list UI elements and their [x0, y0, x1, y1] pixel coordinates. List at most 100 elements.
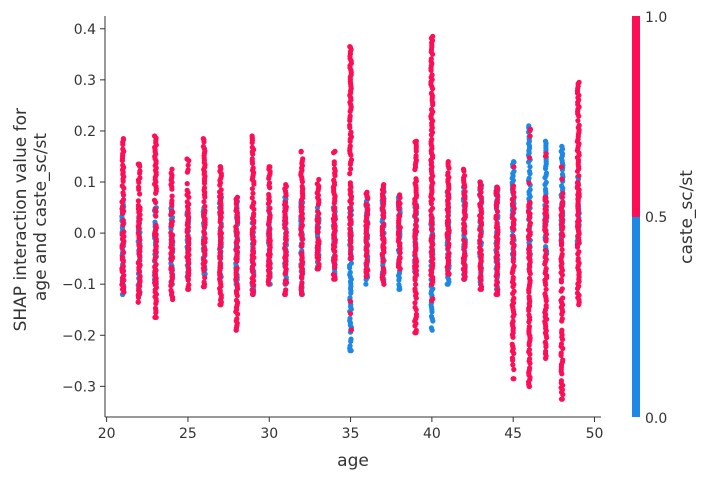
scatter-point: [494, 197, 500, 203]
scatter-point: [575, 205, 581, 211]
colorbar-tick-high: 1.0: [645, 10, 667, 26]
scatter-point: [217, 210, 223, 216]
scatter-point: [347, 44, 353, 50]
scatter-point: [217, 195, 223, 201]
scatter-point: [348, 221, 354, 227]
scatter-point: [119, 244, 125, 250]
scatter-point: [136, 283, 142, 289]
scatter-point: [120, 203, 126, 210]
scatter-point: [445, 261, 451, 267]
scatter-point: [576, 122, 582, 128]
scatter-point: [266, 281, 272, 287]
scatter-point: [153, 314, 159, 320]
scatter-point: [461, 237, 467, 243]
scatter-point: [185, 235, 191, 241]
scatter-point: [527, 199, 533, 206]
scatter-point: [347, 113, 353, 119]
scatter-point: [576, 249, 582, 255]
x-tick-label: 30: [260, 426, 278, 442]
scatter-point: [543, 179, 549, 185]
scatter-point: [314, 224, 320, 231]
scatter-point: [478, 272, 484, 279]
scatter-point: [168, 230, 174, 236]
scatter-point: [412, 286, 418, 292]
scatter-point: [316, 261, 322, 267]
scatter-point: [265, 252, 271, 258]
scatter-point: [558, 350, 564, 356]
scatter-point: [266, 258, 272, 264]
y-axis-label: SHAP interaction value for age and caste…: [11, 103, 51, 332]
scatter-point: [135, 230, 141, 236]
scatter-point: [249, 144, 255, 150]
scatter-point: [494, 278, 500, 284]
scatter-point: [348, 229, 354, 235]
x-tick-label: 25: [179, 426, 197, 442]
scatter-point: [314, 216, 320, 222]
scatter-point: [137, 168, 143, 174]
scatter-point: [120, 217, 126, 223]
scatter-point: [511, 263, 517, 269]
scatter-point: [121, 249, 127, 256]
scatter-point: [511, 376, 517, 382]
scatter-point: [217, 164, 224, 170]
scatter-point: [184, 181, 190, 187]
scatter-point: [186, 246, 192, 252]
scatter-point: [169, 193, 175, 199]
scatter-point: [298, 275, 305, 281]
scatter-point: [575, 118, 581, 124]
scatter-point: [249, 156, 255, 162]
scatter-point: [249, 133, 255, 139]
scatter-point: [121, 289, 127, 295]
scatter-point: [331, 216, 337, 222]
scatter-point: [347, 269, 353, 275]
colorbar-label: caste_sc/st: [677, 170, 697, 264]
scatter-point: [137, 191, 143, 197]
scatter-point: [136, 184, 142, 190]
scatter-point: [267, 205, 273, 211]
y-tick-label: 0.4: [74, 22, 96, 38]
scatter-point: [332, 166, 338, 172]
scatter-point: [428, 313, 435, 319]
scatter-point: [233, 205, 240, 211]
scatter-point: [332, 276, 338, 282]
scatter-point: [185, 273, 192, 279]
scatter-point: [526, 347, 533, 353]
scatter-point: [315, 239, 321, 245]
scatter-point: [201, 279, 207, 285]
scatter-point: [299, 183, 305, 189]
scatter-point: [298, 148, 304, 154]
scatter-point: [445, 217, 451, 223]
scatter-point: [396, 282, 402, 288]
scatter-point: [282, 199, 288, 205]
scatter-point: [348, 129, 354, 135]
scatter-point: [331, 225, 337, 231]
scatter-point: [282, 215, 289, 221]
scatter-point: [266, 191, 272, 198]
scatter-point: [365, 267, 371, 273]
colorbar-tick-mid: 0.5: [645, 210, 667, 226]
scatter-point: [445, 244, 451, 250]
scatter-point: [560, 357, 566, 363]
scatter-point: [266, 180, 273, 186]
scatter-point: [558, 232, 565, 238]
scatter-point: [234, 316, 240, 322]
scatter-point: [381, 281, 387, 287]
scatter-point: [347, 298, 354, 304]
scatter-point: [186, 282, 192, 288]
scatter-point: [575, 192, 581, 198]
scatter-point: [412, 265, 418, 271]
scatter-point: [153, 243, 159, 249]
scatter-point: [396, 259, 402, 265]
scatter-point: [430, 241, 436, 247]
scatter-point: [397, 192, 403, 198]
scatter-point: [121, 238, 127, 245]
scatter-point: [494, 220, 500, 226]
scatter-point: [542, 138, 549, 144]
scatter-point: [169, 271, 175, 277]
scatter-point: [332, 240, 338, 246]
scatter-point: [559, 327, 565, 333]
scatter-point: [527, 356, 533, 362]
scatter-point: [251, 199, 257, 206]
scatter-point: [429, 298, 435, 304]
